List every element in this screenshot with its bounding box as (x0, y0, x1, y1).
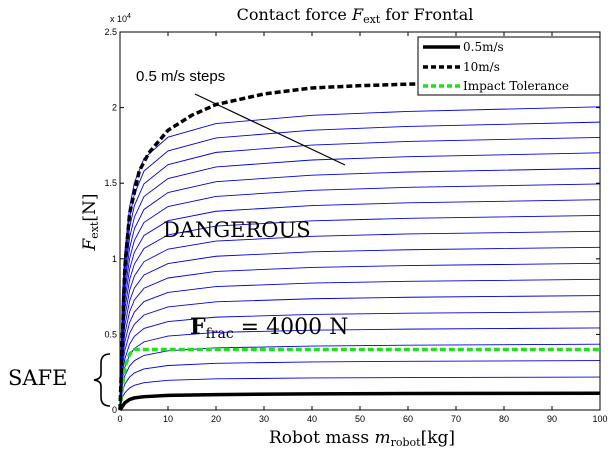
series-line-impact-tolerance (118, 347, 600, 411)
y-axis-title-suffix: [N] (80, 193, 100, 221)
x-axis-title: Robot mass mrobot[kg] (269, 428, 455, 449)
steps-arrow-line (194, 93, 346, 166)
speed-curve-4 (119, 278, 601, 411)
y-axis-title-sub: ext (88, 221, 101, 239)
x-axis-title-prefix: Robot mass (269, 428, 375, 448)
chart-title-var: F (351, 5, 364, 24)
y-tick-label: 2 (112, 103, 117, 113)
speed-curve-4.5 (119, 262, 601, 411)
x-axis-title-suffix: [kg] (421, 428, 455, 448)
y-tick-label: 1.5 (104, 178, 117, 188)
chart-title-prefix: Contact force (237, 5, 352, 24)
intermediate-speed-curves (119, 106, 601, 411)
x-tick-label: 30 (259, 414, 269, 424)
y-tick-label: 1 (112, 254, 117, 264)
speed-curve-1.5 (119, 360, 601, 411)
x-tick-label: 50 (355, 414, 365, 424)
speed-curve-1 (119, 376, 601, 411)
x-tick-label: 10 (163, 414, 173, 424)
legend-label-1: 10m/s (463, 60, 500, 74)
x-tick-label: 20 (211, 414, 221, 424)
y-tick-label: 2.5 (104, 27, 117, 37)
y-axis-title-var: F (80, 238, 100, 252)
safe-brace (93, 353, 111, 407)
legend: 0.5m/s 10m/s Impact Tolerance (417, 36, 601, 96)
legend-label-0: 0.5m/s (463, 40, 504, 54)
y-ticks: 0 0.5 1 1.5 2 2.5 (104, 27, 600, 415)
speed-curve-2.5 (119, 327, 601, 411)
x-tick-label: 80 (499, 414, 509, 424)
speed-curve-7 (119, 183, 601, 411)
dangerous-annotation: DANGEROUS (163, 218, 311, 242)
x-ticks: 0 10 20 30 40 50 60 70 80 90 100 (117, 32, 608, 424)
speed-curve-8 (119, 152, 601, 411)
chart-title: Contact force Fext for Frontal (237, 5, 474, 26)
main-series (118, 77, 601, 411)
series-line-0-5m-s (118, 391, 601, 411)
speed-curve-8.5 (119, 136, 601, 411)
legend-label-2: Impact Tolerance (463, 79, 569, 93)
x-tick-label: 90 (547, 414, 557, 424)
x-tick-label: 0 (117, 414, 122, 424)
y-multiplier-exp: 4 (127, 13, 131, 20)
x-tick-label: 40 (307, 414, 317, 424)
frac-annotation: Ffrac = 4000 N (190, 314, 348, 342)
speed-curve-7.5 (119, 167, 601, 411)
chart-title-suffix: for Frontal (380, 5, 473, 24)
y-multiplier: x 104 (110, 13, 131, 24)
x-axis-title-var: m (374, 428, 390, 448)
x-tick-label: 100 (592, 414, 607, 424)
steps-annotation: 0.5 m/s steps (136, 68, 225, 85)
x-tick-label: 60 (403, 414, 413, 424)
chart-title-sub: ext (363, 13, 381, 26)
y-tick-label: 0.5 (104, 329, 117, 339)
safe-annotation: SAFE (8, 366, 67, 390)
frac-symbol: F (190, 314, 206, 340)
y-multiplier-base: x 10 (110, 14, 127, 24)
frac-sub: frac (206, 326, 234, 342)
frac-value: = 4000 N (234, 315, 349, 340)
x-axis-title-sub: robot (391, 436, 422, 449)
x-tick-label: 70 (451, 414, 461, 424)
speed-curve-3.5 (119, 295, 601, 411)
speed-curve-3 (119, 311, 601, 411)
y-axis-title: Fext[N] (80, 193, 101, 251)
y-tick-label: 0 (112, 405, 117, 415)
